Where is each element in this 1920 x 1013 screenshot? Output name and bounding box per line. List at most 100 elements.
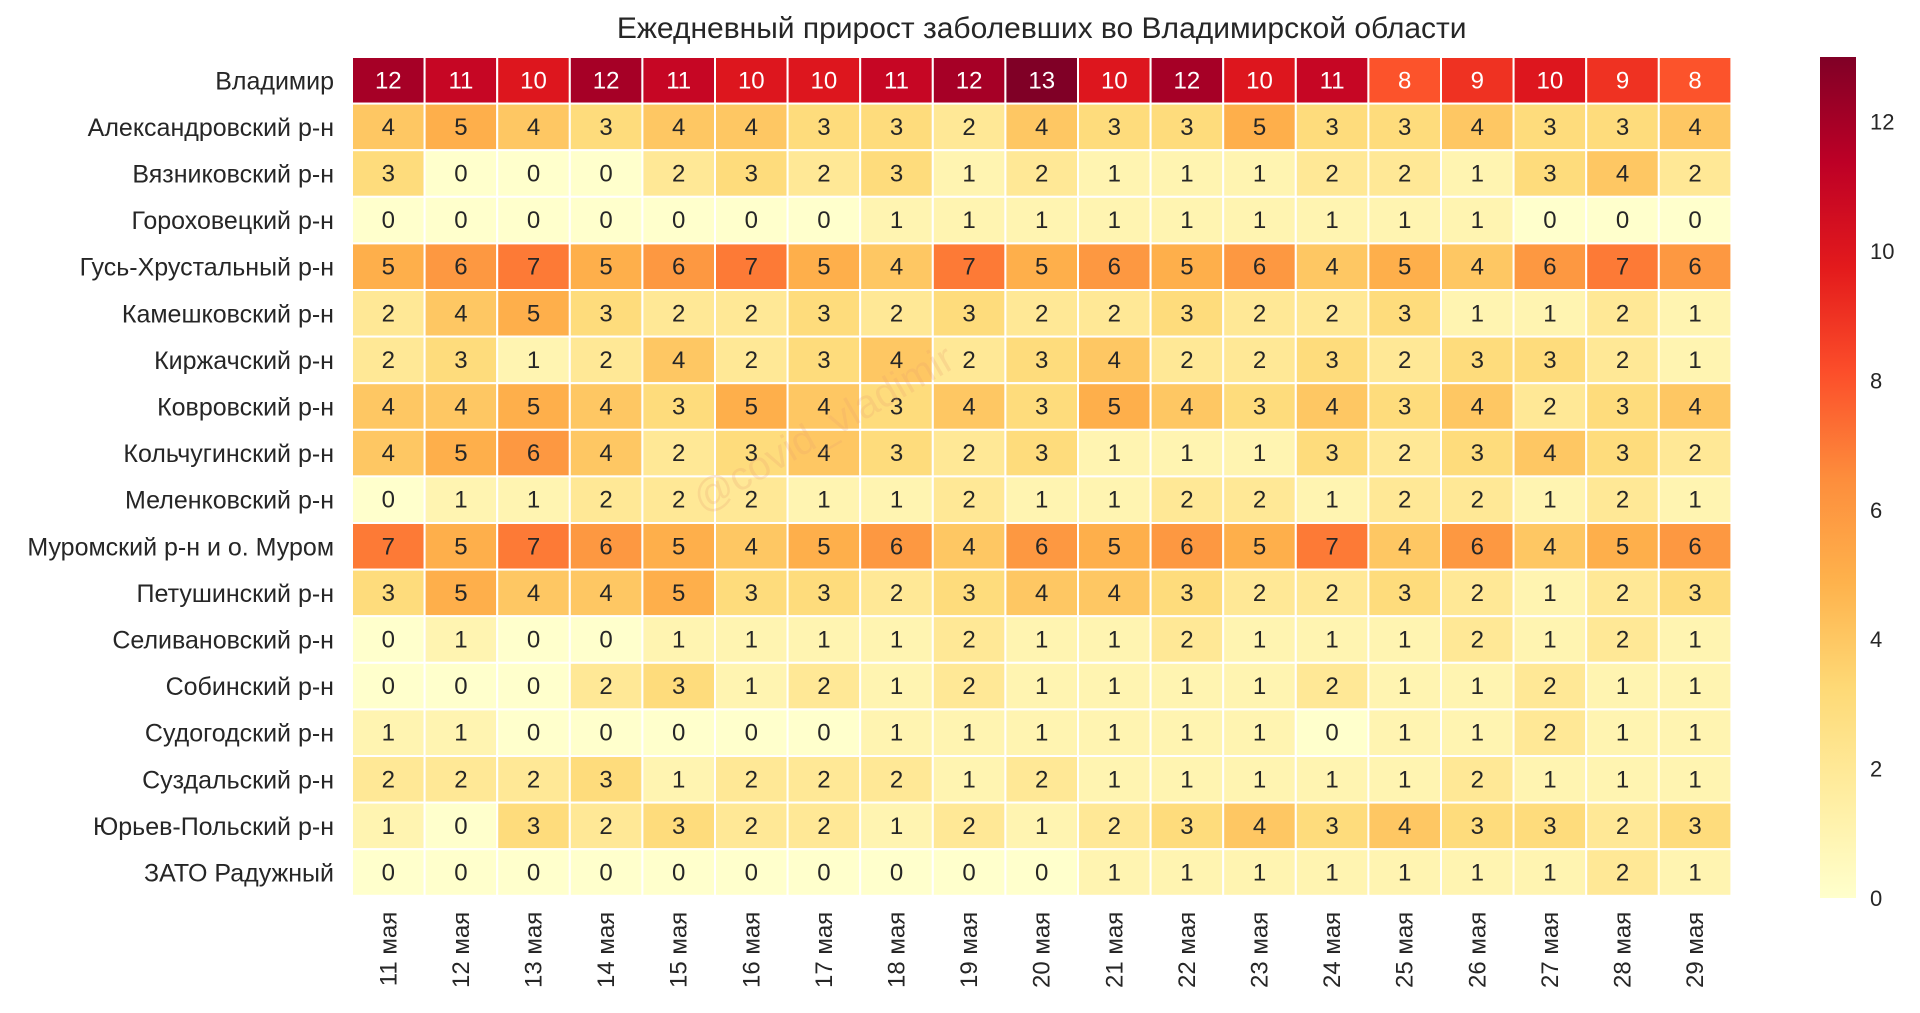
row-label: Кольчугинский р-н — [123, 440, 334, 468]
cell-value-label: 7 — [962, 254, 975, 281]
heatmap-cell — [1294, 848, 1370, 897]
heatmap-cell — [786, 289, 862, 338]
heatmap-cell — [714, 382, 789, 431]
cell-value-label: 4 — [672, 347, 685, 374]
heatmap-cell — [1440, 568, 1515, 618]
cell-value-label: 2 — [599, 813, 612, 840]
cell-value-label: 1 — [817, 627, 830, 654]
cell-value-label: 1 — [1253, 627, 1266, 654]
heatmap-cell — [1222, 242, 1297, 291]
cell-value-label: 1 — [1471, 207, 1484, 234]
cell-value-label: 0 — [382, 673, 395, 700]
cell-value-label: 12 — [593, 67, 620, 94]
row-label: Гусь-Хрустальный р-н — [80, 254, 334, 282]
cell-value-label: 3 — [1688, 813, 1701, 840]
cell-value-label: 1 — [1180, 766, 1193, 793]
cell-value-label: 5 — [1108, 533, 1121, 560]
heatmap-cell — [1585, 149, 1660, 198]
heatmap-cell — [641, 615, 717, 664]
heatmap-cell — [1657, 615, 1733, 664]
cell-value-label: 4 — [1325, 254, 1338, 281]
heatmap-cell — [931, 475, 1007, 524]
heatmap-cell — [1440, 801, 1515, 851]
cell-value-label: 1 — [454, 487, 467, 514]
cell-value-label: 3 — [745, 440, 758, 467]
cell-value-label: 2 — [1543, 394, 1556, 421]
column-label: 16 мая — [738, 912, 765, 988]
heatmap-cell — [1077, 522, 1152, 571]
heatmap-cell — [1149, 661, 1225, 711]
cell-value-label: 1 — [1108, 161, 1121, 188]
cell-value-label: 2 — [962, 487, 975, 514]
heatmap-cell — [1077, 568, 1152, 618]
heatmap-cell — [714, 661, 789, 711]
column-label: 13 мая — [521, 912, 548, 988]
cell-value-label: 1 — [1398, 766, 1411, 793]
heatmap-cell — [786, 522, 862, 571]
cell-value-label: 2 — [1325, 161, 1338, 188]
cell-value-label: 4 — [1253, 813, 1266, 840]
cell-value-label: 1 — [962, 720, 975, 747]
heatmap-cell — [1367, 195, 1443, 245]
cell-value-label: 3 — [672, 813, 685, 840]
cell-value-label: 0 — [1616, 207, 1629, 234]
cell-value-label: 3 — [1180, 580, 1193, 607]
heatmap-cell — [351, 382, 426, 431]
heatmap-cell — [351, 475, 426, 524]
heatmap-cell — [423, 475, 499, 524]
cell-value-label: 2 — [1398, 440, 1411, 467]
cell-value-label: 1 — [1616, 720, 1629, 747]
cell-value-label: 1 — [1035, 720, 1048, 747]
cell-value-label: 0 — [454, 161, 467, 188]
cell-value-label: 2 — [1471, 487, 1484, 514]
cell-value-label: 1 — [962, 766, 975, 793]
cell-value-label: 2 — [1398, 161, 1411, 188]
cell-value-label: 1 — [890, 487, 903, 514]
cell-value-label: 0 — [599, 627, 612, 654]
cell-value-label: 5 — [672, 533, 685, 560]
cell-value-label: 5 — [1616, 533, 1629, 560]
heatmap-cell — [1222, 848, 1297, 897]
heatmap-cell — [1367, 242, 1443, 291]
heatmap-cell — [1585, 755, 1660, 804]
heatmap-cell — [786, 615, 862, 664]
cell-value-label: 0 — [382, 627, 395, 654]
cell-value-label: 4 — [1325, 394, 1338, 421]
heatmap-cell — [641, 848, 717, 897]
column-label: 21 мая — [1101, 912, 1128, 988]
cell-value-label: 0 — [817, 207, 830, 234]
cell-value-label: 4 — [454, 394, 467, 421]
cell-value-label: 9 — [1471, 67, 1484, 94]
heatmap-cell — [1657, 335, 1733, 385]
heatmap-cells: 12 11 10 12 11 10 10 11 12 13 10 12 10 11 8 9 10 9 84 5 4 3 4 4… — [351, 56, 1733, 897]
cell-value-label: 1 — [527, 487, 540, 514]
cell-value-label: 3 — [1325, 440, 1338, 467]
row-label: Камешковский р-н — [122, 300, 334, 328]
cell-value-label: 2 — [599, 673, 612, 700]
cell-value-label: 4 — [599, 394, 612, 421]
heatmap-cell — [786, 195, 862, 245]
cell-value-label: 1 — [1616, 766, 1629, 793]
row-label: Юрьев-Польский р-н — [93, 813, 334, 841]
cell-value-label: 0 — [382, 487, 395, 514]
heatmap-cell — [1077, 382, 1152, 431]
colorbar-tick-label: 2 — [1870, 757, 1882, 782]
cell-value-label: 0 — [672, 860, 685, 887]
cell-value-label: 1 — [1253, 766, 1266, 793]
cell-value-label: 3 — [1543, 114, 1556, 141]
cell-value-label: 0 — [599, 860, 612, 887]
cell-value-label: 3 — [1035, 347, 1048, 374]
heatmap-cell — [1657, 848, 1733, 897]
heatmap-cell — [1149, 242, 1225, 291]
cell-value-label: 2 — [382, 300, 395, 327]
cell-value-label: 1 — [1108, 207, 1121, 234]
heatmap-cell — [568, 708, 644, 758]
cell-value-label: 1 — [1035, 813, 1048, 840]
heatmap-cell — [351, 661, 426, 711]
heatmap-cell — [1149, 56, 1225, 105]
colorbar-tick-label: 10 — [1870, 239, 1894, 264]
cell-value-label: 5 — [817, 533, 830, 560]
heatmap-cell — [1149, 195, 1225, 245]
column-label: 17 мая — [811, 912, 838, 988]
row-label: Гороховецкий р-н — [132, 207, 335, 235]
